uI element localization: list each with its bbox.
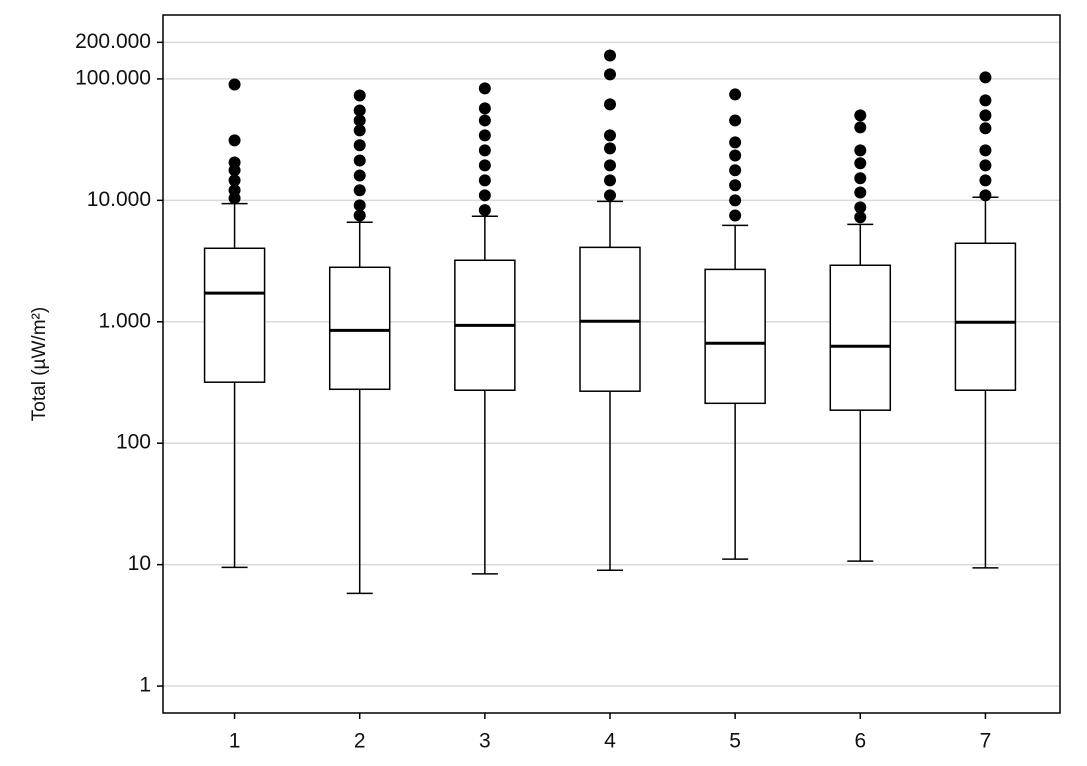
outlier xyxy=(353,114,366,127)
outlier xyxy=(854,109,867,122)
outlier xyxy=(604,68,616,81)
outlier xyxy=(729,179,742,192)
outlier xyxy=(478,82,491,95)
outlier xyxy=(228,192,241,205)
outlier xyxy=(979,144,992,157)
outlier xyxy=(854,172,867,185)
y-tick-label: 10 xyxy=(128,552,151,575)
outlier xyxy=(729,209,742,222)
box xyxy=(203,247,266,383)
outlier xyxy=(353,199,366,212)
outlier xyxy=(979,71,992,84)
box xyxy=(829,264,892,411)
outlier xyxy=(353,154,366,167)
outlier xyxy=(478,102,491,115)
outlier xyxy=(729,136,742,149)
outlier xyxy=(854,121,867,134)
box xyxy=(579,246,641,392)
outlier xyxy=(604,129,616,142)
box xyxy=(328,266,391,391)
outlier xyxy=(478,189,491,202)
outlier xyxy=(604,142,616,155)
box xyxy=(704,268,766,405)
outlier xyxy=(353,89,366,102)
outlier xyxy=(854,186,867,199)
outlier xyxy=(604,174,616,187)
outlier xyxy=(228,78,241,91)
outlier xyxy=(979,174,992,187)
outlier xyxy=(854,211,867,224)
outlier xyxy=(228,164,241,177)
outlier xyxy=(228,174,241,187)
outlier xyxy=(478,144,491,157)
outlier xyxy=(353,169,366,182)
outlier xyxy=(478,174,491,187)
y-tick-label: 200.000 xyxy=(75,30,151,53)
outlier xyxy=(478,204,491,217)
outlier xyxy=(353,209,366,222)
outlier xyxy=(854,201,867,214)
plot-frame xyxy=(162,14,1061,714)
outlier xyxy=(353,124,366,137)
outlier xyxy=(353,139,366,152)
outlier xyxy=(604,159,616,172)
outlier xyxy=(854,144,867,157)
x-tick-label: 7 xyxy=(980,730,992,753)
outlier xyxy=(729,114,742,127)
box xyxy=(954,242,1017,391)
x-tick-label: 5 xyxy=(729,730,741,753)
x-tick-label: 1 xyxy=(229,730,241,753)
y-tick-label: 100 xyxy=(116,431,151,454)
outlier xyxy=(729,164,742,177)
y-tick-label: 10.000 xyxy=(87,188,151,211)
y-tick-label: 1.000 xyxy=(98,309,151,332)
x-tick-label: 6 xyxy=(854,730,866,753)
outlier xyxy=(478,114,491,127)
outlier xyxy=(979,189,992,202)
outlier xyxy=(228,134,241,147)
outlier xyxy=(854,157,867,170)
y-tick-label: 1 xyxy=(139,674,151,697)
outlier xyxy=(604,98,616,111)
y-axis-label: Total (µW/m²) xyxy=(29,307,50,421)
outlier xyxy=(478,159,491,172)
x-tick-label: 3 xyxy=(479,730,491,753)
x-tick-label: 2 xyxy=(354,730,366,753)
outlier xyxy=(729,88,742,101)
outlier xyxy=(979,109,992,122)
outlier xyxy=(604,49,616,62)
outlier xyxy=(979,122,992,135)
outlier xyxy=(353,184,366,197)
outlier xyxy=(478,129,491,142)
outlier xyxy=(729,194,742,207)
outlier xyxy=(353,104,366,117)
outlier xyxy=(604,189,616,202)
outlier xyxy=(729,149,742,162)
outlier xyxy=(979,159,992,172)
outlier xyxy=(979,94,992,107)
x-tick-label: 4 xyxy=(604,730,616,753)
y-tick-label: 100.000 xyxy=(75,66,151,89)
